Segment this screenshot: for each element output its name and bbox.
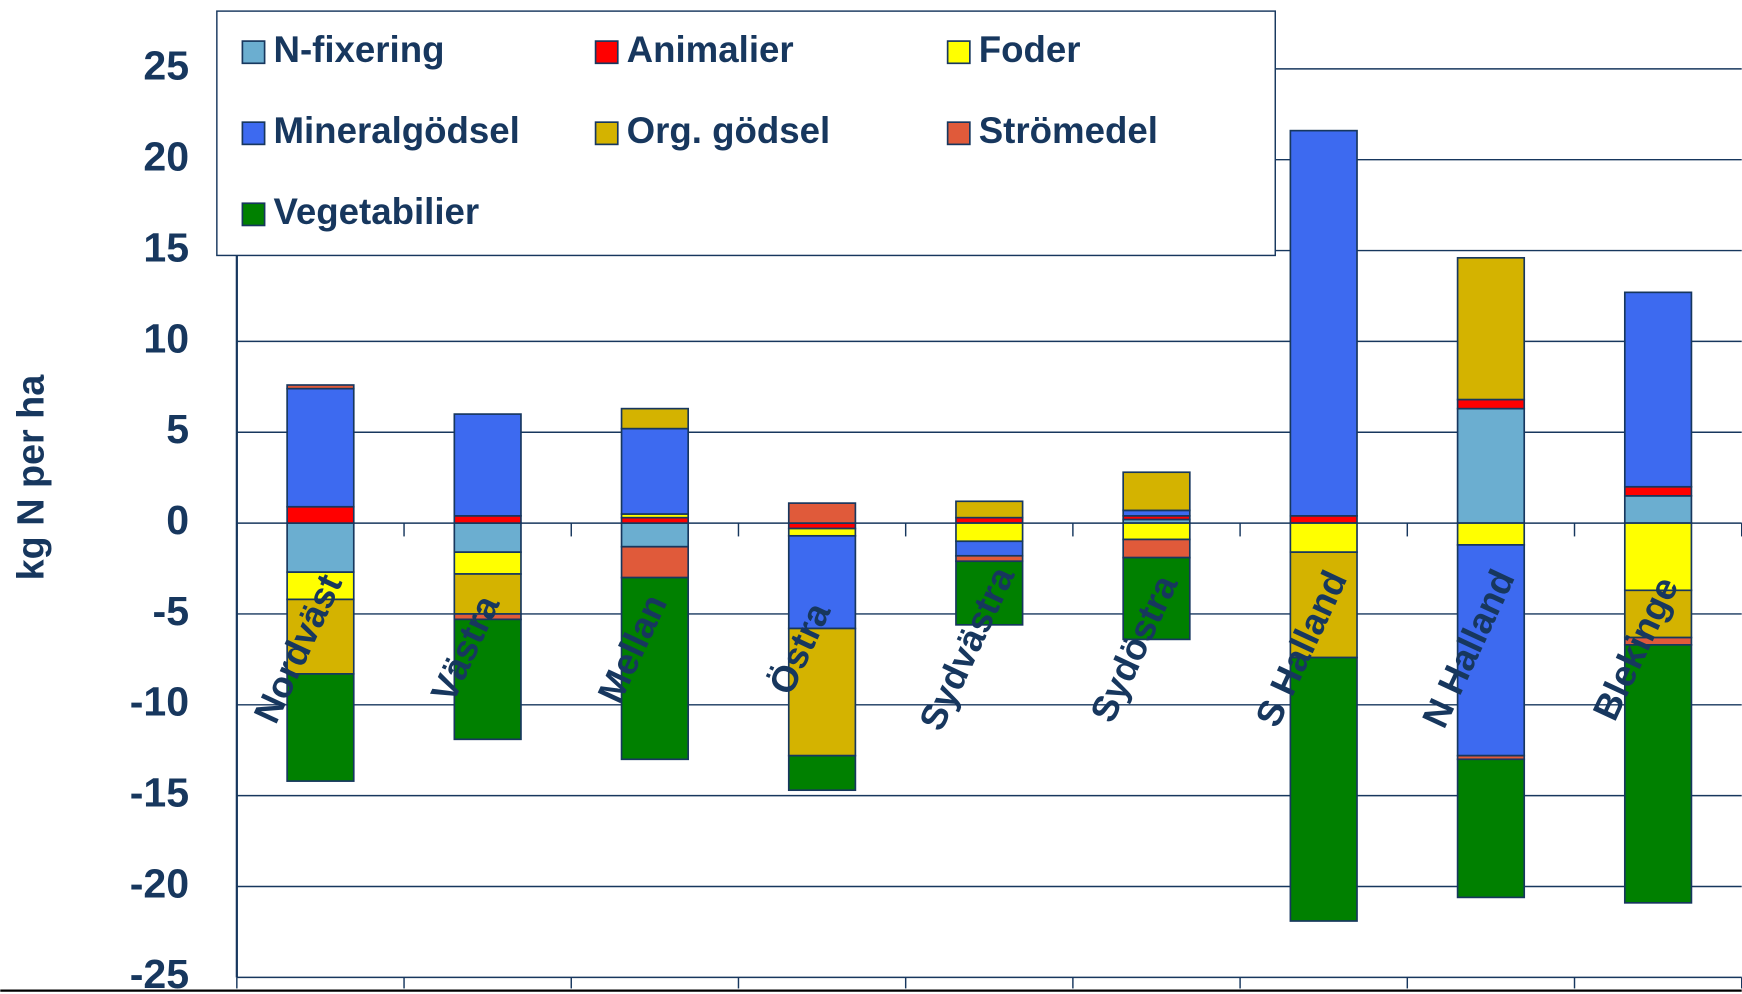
legend-swatch bbox=[946, 121, 971, 146]
bar-segment bbox=[1623, 644, 1693, 904]
y-tick-label: 20 bbox=[143, 134, 189, 180]
bar-segment bbox=[1289, 129, 1358, 517]
bar-segment bbox=[1456, 256, 1526, 401]
legend-swatch bbox=[241, 121, 266, 146]
bar-segment bbox=[453, 551, 522, 575]
y-tick-label: -5 bbox=[153, 588, 190, 634]
bar-segment bbox=[453, 514, 522, 524]
bar-segment bbox=[1456, 398, 1526, 410]
bar-segment bbox=[1456, 407, 1526, 524]
bar-segment bbox=[1456, 544, 1526, 757]
bar-segment bbox=[1289, 656, 1358, 922]
y-axis-label: kg N per ha bbox=[11, 374, 53, 581]
bar-segment bbox=[1456, 758, 1526, 899]
bar-segment bbox=[787, 527, 857, 537]
bar-segment bbox=[286, 387, 355, 508]
y-tick-label: -15 bbox=[130, 770, 189, 816]
bar-segment bbox=[1122, 471, 1191, 512]
bar-segment bbox=[787, 502, 857, 524]
legend-label: Strömedel bbox=[979, 110, 1158, 151]
bar-segment bbox=[453, 618, 522, 741]
bar-segment bbox=[620, 407, 690, 430]
bar-segment bbox=[620, 545, 690, 579]
legend-box bbox=[216, 10, 1276, 257]
bar-segment bbox=[1289, 551, 1358, 659]
legend-label: Org. gödsel bbox=[627, 110, 831, 151]
bar-segment bbox=[787, 627, 857, 757]
legend-label: Mineralgödsel bbox=[273, 110, 519, 151]
y-tick-label: -25 bbox=[130, 951, 189, 994]
bar-segment bbox=[1623, 495, 1693, 524]
bar-segment bbox=[787, 754, 857, 792]
bar-segment bbox=[1623, 291, 1693, 488]
legend-swatch bbox=[594, 40, 619, 65]
legend-swatch bbox=[594, 121, 619, 146]
bar-segment bbox=[1122, 538, 1191, 559]
legend: N-fixering Animalier Foder Mineralgödsel Org… bbox=[216, 10, 1276, 257]
y-tick-label: 25 bbox=[143, 43, 189, 89]
y-tick-label: 0 bbox=[166, 497, 189, 543]
bar-segment bbox=[955, 522, 1024, 543]
bar-segment bbox=[286, 673, 355, 782]
bar-segment bbox=[1623, 522, 1693, 592]
bar-segment bbox=[955, 500, 1024, 519]
bar-segment bbox=[286, 505, 355, 524]
y-tick-label: -20 bbox=[130, 860, 189, 906]
legend-label: Animalier bbox=[627, 29, 794, 70]
bar-segment bbox=[1122, 556, 1191, 641]
bar-segment bbox=[286, 384, 355, 390]
bar-segment bbox=[620, 522, 690, 548]
bar-segment bbox=[1289, 514, 1358, 524]
bar-segment bbox=[453, 413, 522, 517]
bar-segment bbox=[286, 522, 355, 573]
legend-label: Vegetabilier bbox=[273, 191, 479, 232]
y-tick-label: 15 bbox=[143, 224, 189, 270]
bar-segment bbox=[1122, 522, 1191, 541]
legend-label: Foder bbox=[979, 29, 1081, 70]
bar-segment bbox=[1623, 589, 1693, 639]
bar-segment bbox=[620, 427, 690, 515]
bar-segment bbox=[1456, 522, 1526, 546]
bar-segment bbox=[286, 598, 355, 675]
bar-segment bbox=[453, 573, 522, 615]
legend-swatch bbox=[946, 40, 971, 65]
y-tick-label: -10 bbox=[130, 679, 189, 725]
legend-swatch bbox=[241, 40, 266, 65]
y-tick-label: 5 bbox=[166, 406, 189, 452]
legend-label: N-fixering bbox=[273, 29, 444, 70]
bar-segment bbox=[620, 576, 690, 761]
bar-segment bbox=[1289, 522, 1358, 554]
y-tick-label: 10 bbox=[143, 315, 189, 361]
legend-swatch bbox=[241, 202, 266, 227]
bar-segment bbox=[1623, 485, 1693, 497]
bar-segment bbox=[955, 560, 1024, 626]
bar-segment bbox=[453, 522, 522, 554]
bar-segment bbox=[787, 534, 857, 630]
bar-segment bbox=[955, 540, 1024, 557]
